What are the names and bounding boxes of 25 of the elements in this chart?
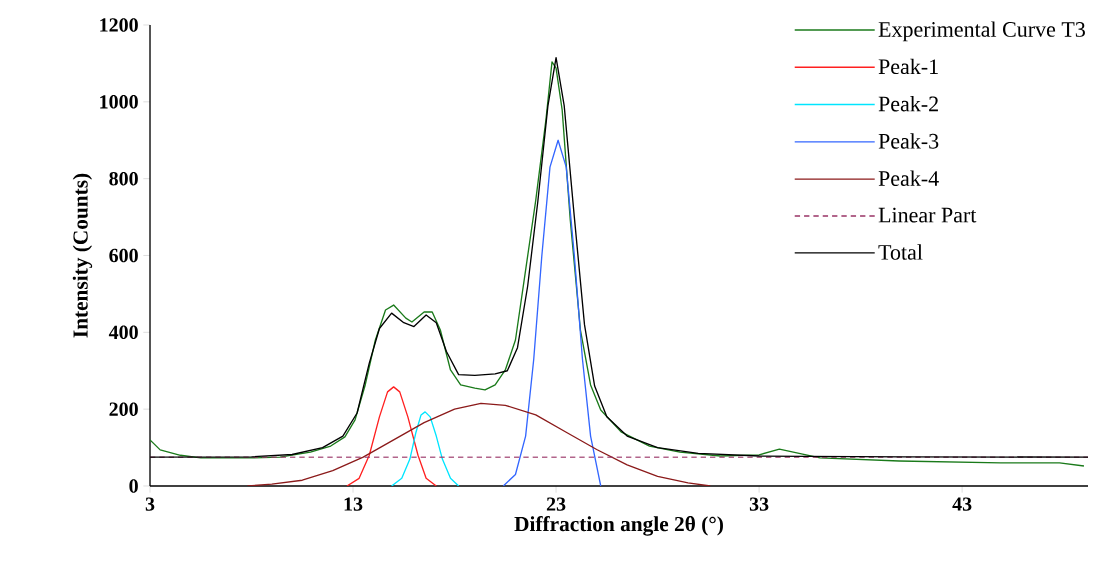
x-axis-title: Diffraction angle 2θ (°) <box>514 515 723 536</box>
legend-label: Peak-3 <box>878 133 939 149</box>
x-tick-label: 23 <box>546 497 566 511</box>
y-tick-label: 1000 <box>100 95 138 109</box>
legend-label: Experimental Curve T3 <box>878 21 1085 42</box>
legend-label: Total <box>878 244 923 260</box>
x-tick-label: 13 <box>344 497 363 511</box>
y-tick-label: 800 <box>109 171 138 186</box>
x-tick-label: 33 <box>749 497 769 511</box>
line-series <box>502 139 602 486</box>
y-tick-label: 400 <box>108 325 138 340</box>
y-axis-title: Intensity (Counts) <box>72 173 93 338</box>
y-tick-label: 600 <box>109 248 138 263</box>
x-tick-label: 3 <box>145 497 155 511</box>
legend-label: Peak-1 <box>878 58 938 75</box>
y-tick-label: 200 <box>109 402 138 416</box>
y-tick-label: 1200 <box>100 18 138 32</box>
line-series <box>246 402 712 486</box>
line-series <box>390 411 460 486</box>
x-tick-label: 43 <box>952 497 972 511</box>
legend-label: Peak-2 <box>878 95 938 112</box>
legend-label: Peak-4 <box>878 170 939 186</box>
y-tick-label: 0 <box>129 479 138 493</box>
legend-label: Linear Part <box>878 207 977 223</box>
line-series <box>346 386 437 486</box>
